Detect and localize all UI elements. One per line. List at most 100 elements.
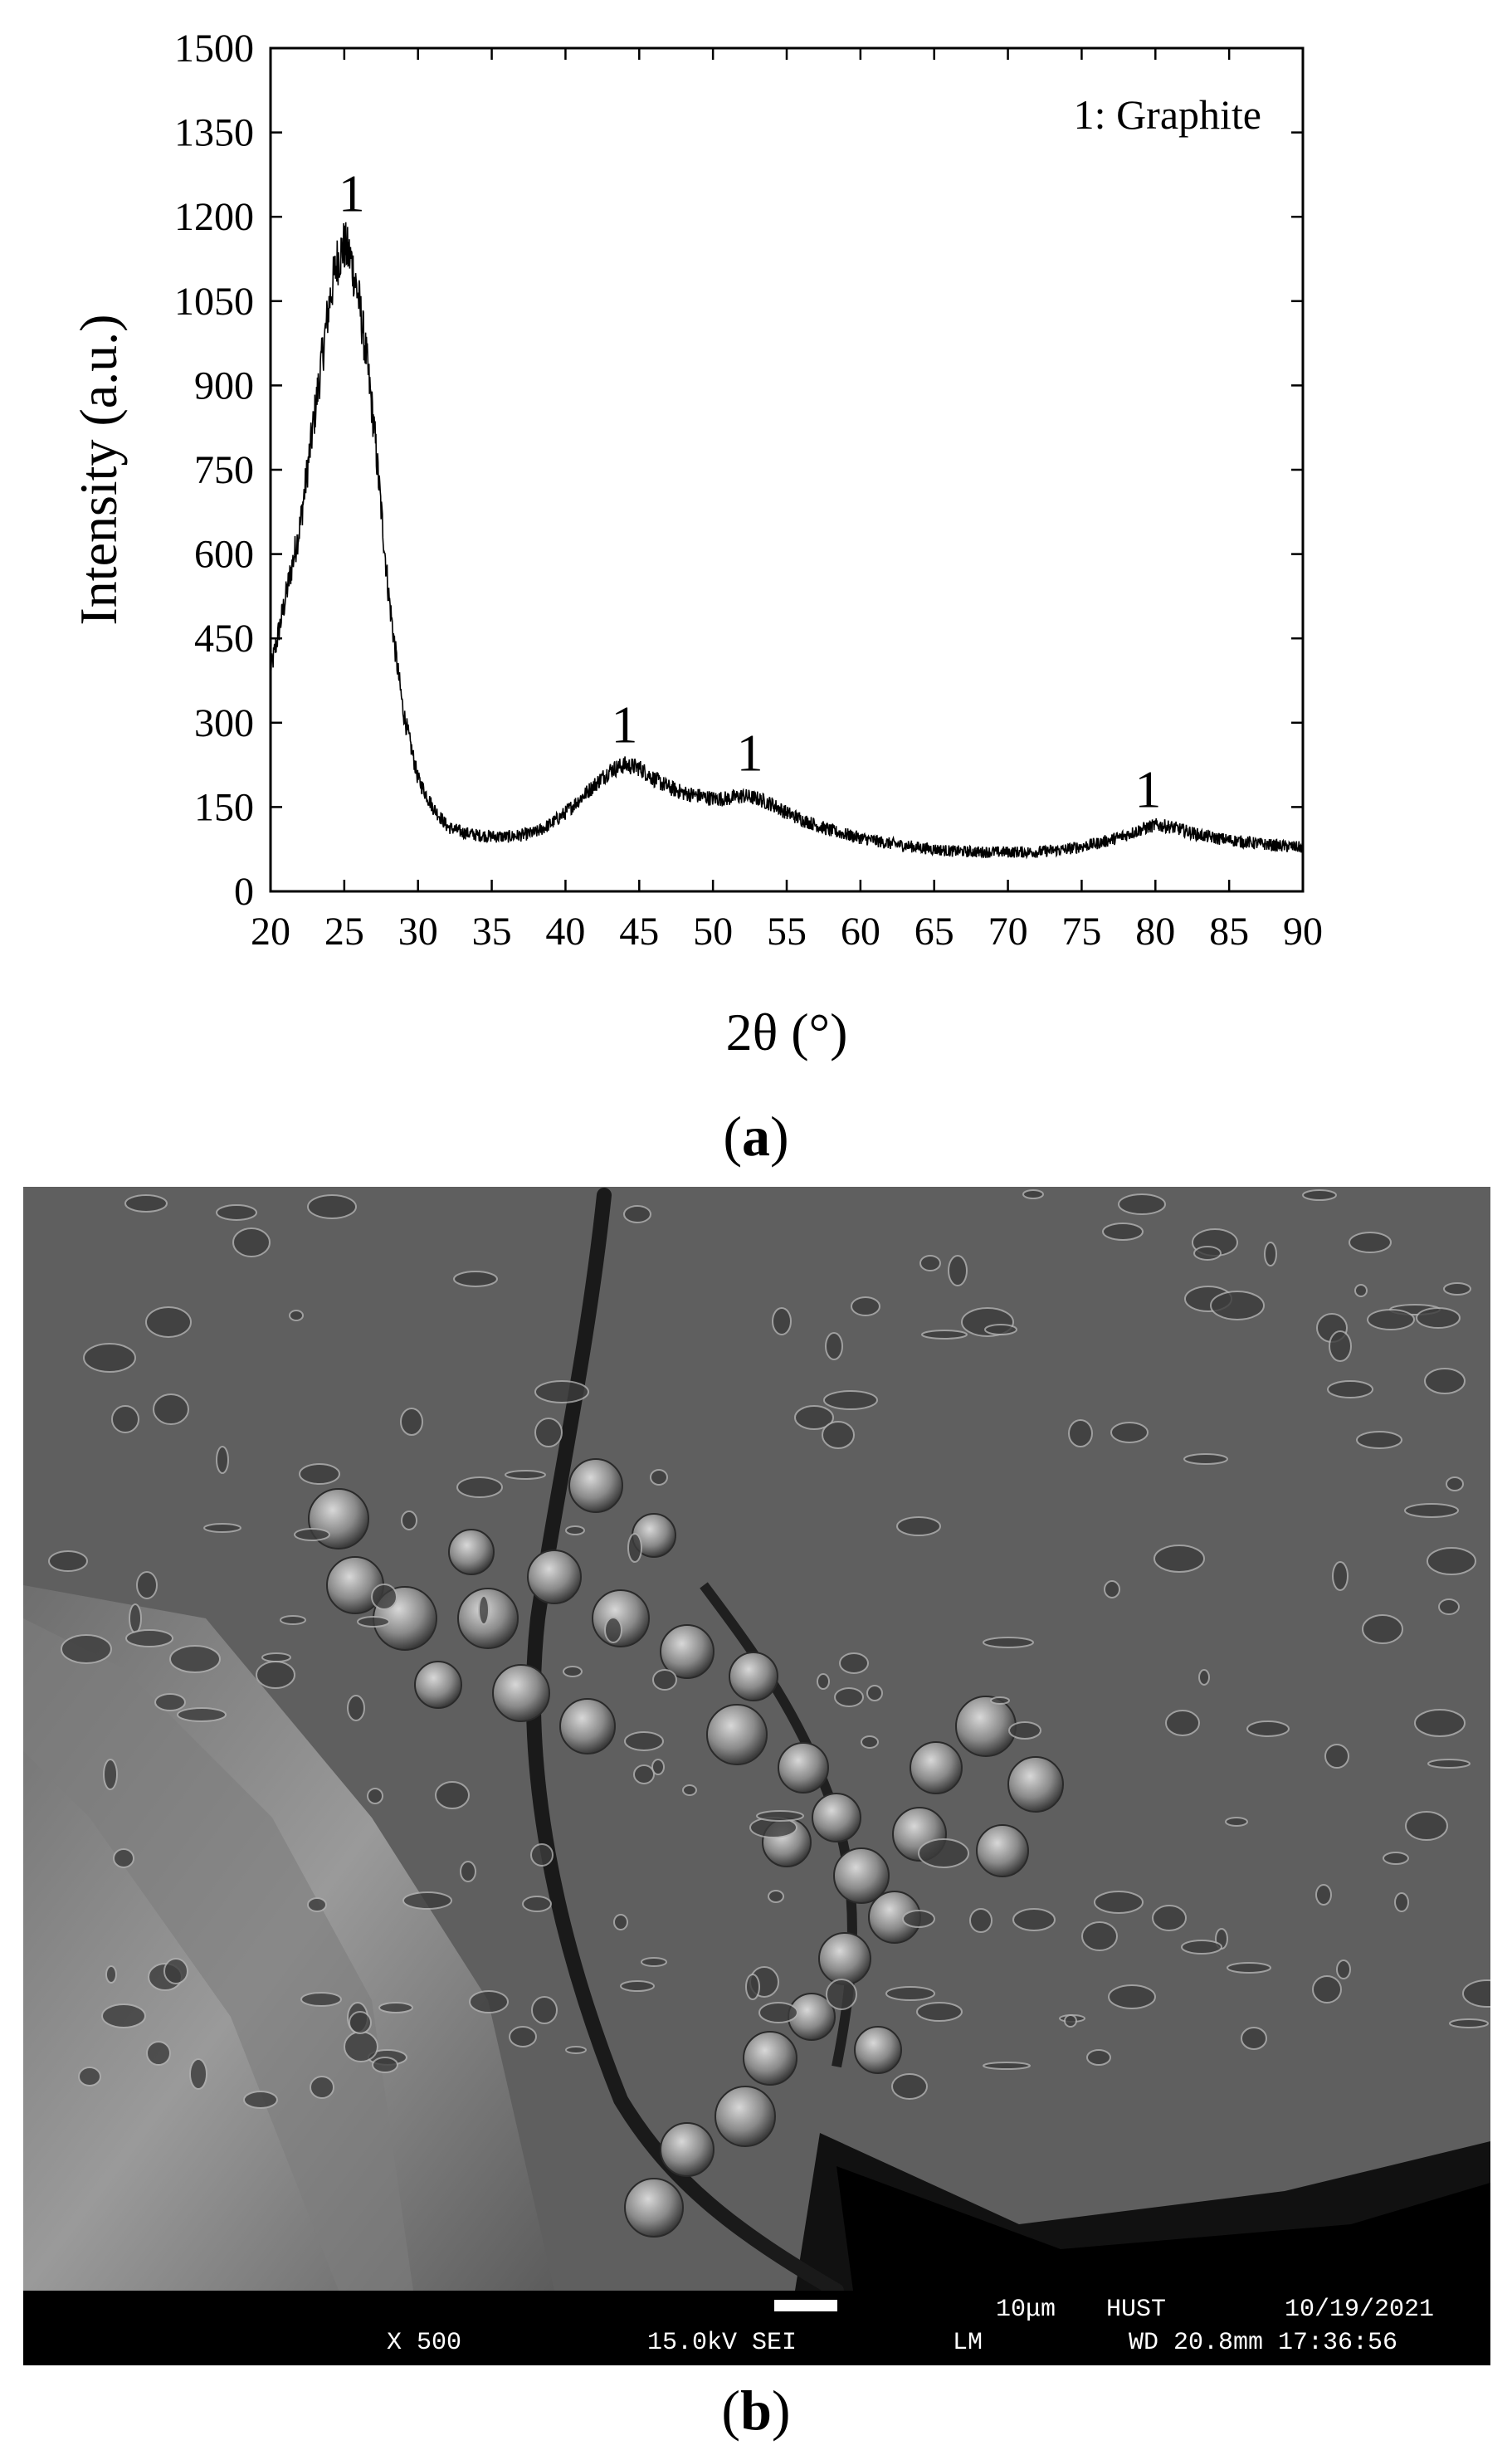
sem-pit — [745, 1974, 760, 2000]
sem-pit — [1068, 1419, 1093, 1447]
sem-micrograph-image — [23, 1187, 1490, 2291]
sem-pit — [453, 1271, 498, 1287]
sem-pit — [371, 1584, 398, 1610]
sem-particle — [854, 2026, 902, 2074]
sem-pit — [154, 1693, 186, 1711]
sem-pit — [1405, 1811, 1448, 1841]
sem-pit — [1449, 2018, 1489, 2028]
ticks-layer: 20 25 30 35 40 45 50 55 60 65 70 75 80 85 900150300450… — [174, 27, 1323, 954]
sem-pit — [1104, 1580, 1120, 1598]
sem-pit — [83, 1343, 136, 1373]
panel-b-label: (b) — [721, 2379, 791, 2442]
x-tick-label: 20 — [251, 910, 290, 954]
sem-pit — [768, 1890, 784, 1903]
sem-particle — [715, 2086, 776, 2147]
sem-pit — [1327, 1380, 1373, 1398]
sem-pit — [1246, 1720, 1290, 1737]
sem-pit — [1315, 1884, 1332, 1906]
sem-pit — [984, 1324, 1017, 1335]
sem-pit — [1094, 1891, 1144, 1914]
sem-pit — [1302, 1189, 1337, 1201]
scale-bar — [774, 2300, 837, 2311]
sem-pit — [289, 1310, 304, 1321]
sem-pit — [983, 2062, 1031, 2070]
sem-pit — [1118, 1193, 1166, 1215]
sem-pit — [839, 1652, 869, 1674]
peak-label: 1 — [737, 723, 763, 782]
sem-pit — [243, 2091, 278, 2109]
sem-pit — [1225, 1817, 1248, 1827]
sem-pit — [969, 1908, 993, 1933]
series-line — [270, 222, 1304, 860]
sem-pit — [825, 1332, 843, 1360]
sem-pit — [1438, 1598, 1460, 1615]
sem-pit — [1383, 1852, 1409, 1865]
sem-voltage: 15.0kV SEI — [647, 2329, 797, 2357]
xrd-chart: 20 25 30 35 40 45 50 55 60 65 70 75 80 85 900150300450… — [69, 27, 1323, 1062]
y-tick-label: 1350 — [174, 111, 254, 155]
sem-pit — [851, 1296, 880, 1316]
sem-pit — [565, 1525, 585, 1535]
peak-label: 1 — [339, 163, 365, 222]
sem-particle — [743, 2031, 797, 2086]
sem-particle — [568, 1458, 623, 1513]
sem-pit — [367, 1788, 383, 1804]
sem-pit — [216, 1446, 229, 1474]
sem-particle — [833, 1847, 890, 1904]
sem-pit — [921, 1330, 968, 1340]
sem-pit — [146, 2041, 171, 2066]
sem-pit — [145, 1306, 192, 1338]
sem-pit — [1183, 1453, 1228, 1465]
sem-pit — [505, 1470, 546, 1480]
sem-pit — [124, 1194, 168, 1213]
sem-pit — [307, 1897, 327, 1912]
sem-micrograph-panel: 10μm HUST 10/19/2021 X 500 15.0kV SEI LM… — [23, 1187, 1490, 2365]
sem-pit — [1424, 1368, 1466, 1394]
sem-pit — [1446, 1476, 1464, 1491]
sem-pit — [101, 2003, 146, 2028]
sem-pit — [460, 1861, 476, 1882]
sem-pit — [1264, 1242, 1277, 1266]
sem-pit — [300, 1992, 342, 2007]
sem-pit — [307, 1194, 357, 1219]
sem-pit — [261, 1652, 291, 1662]
sem-pit — [1329, 1330, 1352, 1362]
sem-particle — [592, 1589, 650, 1647]
sem-pit — [623, 1205, 651, 1223]
y-tick-label: 900 — [194, 364, 254, 408]
sem-pit — [256, 1661, 295, 1689]
sem-pit — [357, 1616, 390, 1628]
sem-pit — [817, 1673, 830, 1690]
sem-institution: HUST — [1106, 2296, 1167, 2324]
x-tick-label: 55 — [767, 910, 807, 954]
sem-pit — [125, 1629, 173, 1647]
sem-pit — [1102, 1223, 1144, 1241]
x-axis-title: 2θ (°) — [726, 1003, 848, 1062]
sem-pit — [294, 1528, 330, 1541]
sem-pit — [1354, 1284, 1368, 1297]
sem-pit — [129, 1603, 142, 1633]
sem-pit — [522, 1896, 552, 1912]
sem-pit — [299, 1463, 340, 1485]
sem-pit — [105, 1965, 117, 1984]
sem-pit — [1081, 1921, 1118, 1951]
x-tick-label: 25 — [324, 910, 364, 954]
sem-pit — [1427, 1547, 1476, 1575]
sem-pit — [1332, 1561, 1349, 1591]
sem-pit — [604, 1617, 622, 1643]
sem-pit — [435, 1781, 470, 1809]
annotations-layer: 1 1 1 1 — [339, 163, 1162, 818]
x-tick-label: 80 — [1135, 910, 1175, 954]
sem-particle — [976, 1824, 1029, 1877]
sem-pit — [948, 1255, 968, 1286]
sem-particle — [1007, 1756, 1064, 1813]
sem-pit — [1181, 1940, 1222, 1955]
sem-pit — [1462, 1979, 1490, 2008]
sem-pit — [509, 2026, 537, 2047]
sem-pit — [153, 1393, 189, 1425]
sem-particle — [448, 1529, 495, 1575]
sem-pit — [1227, 1962, 1271, 1974]
sem-pit — [203, 1523, 241, 1533]
sem-pit — [756, 1810, 804, 1822]
sem-pit — [885, 1986, 935, 2001]
